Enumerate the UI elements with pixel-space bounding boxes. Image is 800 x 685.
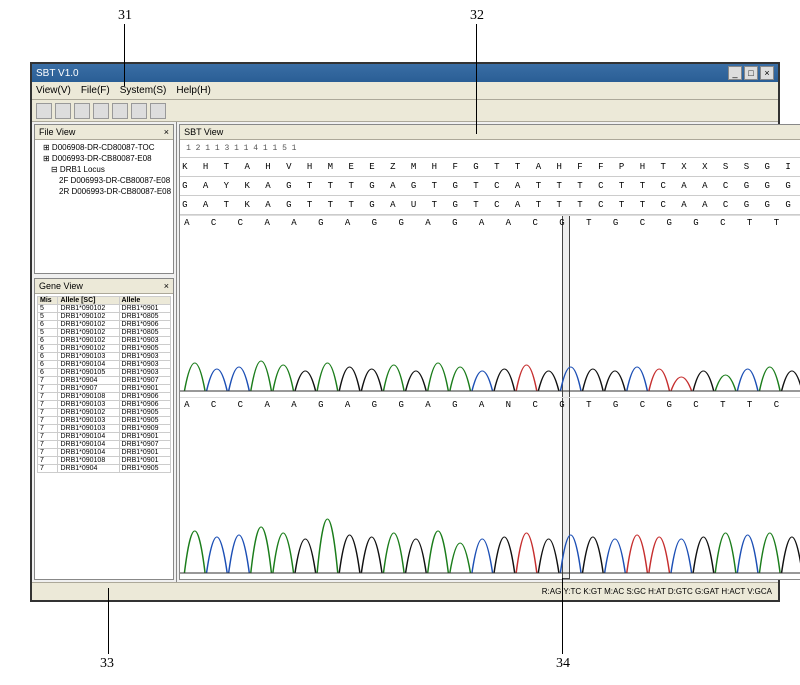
table-row[interactable]: 7DRB1*090102DRB1*0905 — [38, 409, 171, 417]
toolbar — [32, 100, 778, 122]
chrom-reverse-svg — [180, 515, 800, 575]
callout-31: 31 — [118, 8, 132, 24]
table-row[interactable]: 6DRB1*090102DRB1*0903 — [38, 337, 171, 345]
chromatogram-forward[interactable]: A C C A A G A G G A G A A C G T G C G G … — [180, 215, 800, 397]
menu-file[interactable]: File(F) — [81, 85, 110, 96]
table-row[interactable]: 6DRB1*090103DRB1*0903 — [38, 353, 171, 361]
aminoacid-row: K H T A H V H M E E Z M H F G T T A H F … — [180, 158, 800, 177]
table-row[interactable]: 7DRB1*0904DRB1*0905 — [38, 465, 171, 473]
callout-32: 32 — [470, 8, 484, 24]
window-title: SBT V1.0 — [36, 68, 726, 79]
table-row[interactable]: 6DRB1*090105DRB1*0903 — [38, 369, 171, 377]
table-row[interactable]: 7DRB1*090104DRB1*0901 — [38, 449, 171, 457]
menu-system[interactable]: System(S) — [120, 85, 167, 96]
tool-refresh-icon[interactable] — [74, 103, 90, 119]
file-tree[interactable]: ⊞ D006908-DR-CD80087-TOC⊞ D006993-DR-CB8… — [35, 140, 173, 273]
gene-view-panel: Gene View × MisAllele [SC]Allele5DRB1*09… — [34, 278, 174, 580]
table-row[interactable]: 7DRB1*090103DRB1*0905 — [38, 417, 171, 425]
table-row[interactable]: 7DRB1*090103DRB1*0906 — [38, 401, 171, 409]
chromatogram-reverse[interactable]: A C C A A G A G G A G A N C G T G C G C … — [180, 397, 800, 579]
table-row[interactable]: 7DRB1*090103DRB1*0909 — [38, 425, 171, 433]
minimize-button[interactable]: _ — [728, 66, 742, 80]
maximize-button[interactable]: □ — [744, 66, 758, 80]
chromatogram-section[interactable]: A C C A A G A G G A G A A C G T G C G G … — [180, 215, 800, 579]
left-column: File View × ⊞ D006908-DR-CD80087-TOC⊞ D0… — [32, 122, 177, 582]
tool-save-icon[interactable] — [55, 103, 71, 119]
chrom-seq-forward: A C C A A G A G G A G A A C G T G C G G … — [184, 218, 800, 228]
consensus-row-2: G A T K A G T T T G A U T G T C A T T T … — [180, 196, 800, 215]
table-row[interactable]: 7DRB1*0907DRB1*0901 — [38, 385, 171, 393]
callout-line — [108, 588, 109, 654]
table-row[interactable]: 6DRB1*090102DRB1*0905 — [38, 345, 171, 353]
sbt-view-title: SBT View × — [180, 125, 800, 140]
tool-help-icon[interactable] — [150, 103, 166, 119]
consensus-row-1: G A Y K A G T T T G A G T G T C A T T T … — [180, 177, 800, 196]
iupac-legend: R:AG Y:TC K:GT M:AC S:GC H:AT D:GTC G:GA… — [542, 587, 772, 596]
table-row[interactable]: 6DRB1*090104DRB1*0903 — [38, 361, 171, 369]
table-row[interactable]: 5DRB1*090102DRB1*0805 — [38, 313, 171, 321]
sbt-view-label: SBT View — [184, 127, 223, 137]
right-column: SBT View × 1 2 1 1 3 1 1 4 1 1 5 1 K H T… — [177, 122, 800, 582]
menubar: View(V) File(F) System(S) Help(H) — [32, 82, 778, 100]
gene-view-close-icon[interactable]: × — [164, 281, 169, 291]
close-button[interactable]: × — [760, 66, 774, 80]
callout-line — [562, 578, 563, 654]
ruler-text: 1 2 1 1 3 1 1 4 1 1 5 1 — [182, 144, 800, 153]
statusbar: R:AG Y:TC K:GT M:AC S:GC H:AT D:GTC G:GA… — [32, 582, 778, 600]
file-view-label: File View — [39, 127, 75, 137]
tool-print-icon[interactable] — [93, 103, 109, 119]
titlebar[interactable]: SBT V1.0 _ □ × — [32, 64, 778, 82]
tree-item[interactable]: ⊞ D006993-DR-CB80087-E08 — [37, 153, 171, 164]
tree-item[interactable]: 2R D006993-DR-CB80087-E08 — [37, 186, 171, 197]
table-header[interactable]: Allele — [119, 297, 171, 305]
table-row[interactable]: 5DRB1*090102DRB1*0901 — [38, 305, 171, 313]
table-header[interactable]: Allele [SC] — [58, 297, 119, 305]
callout-line — [124, 24, 125, 86]
file-view-close-icon[interactable]: × — [164, 127, 169, 137]
table-header[interactable]: Mis — [38, 297, 58, 305]
table-row[interactable]: 7DRB1*090104DRB1*0907 — [38, 441, 171, 449]
table-row[interactable]: 7DRB1*090108DRB1*0906 — [38, 393, 171, 401]
sbt-view-panel: SBT View × 1 2 1 1 3 1 1 4 1 1 5 1 K H T… — [179, 124, 800, 580]
menu-view[interactable]: View(V) — [36, 85, 71, 96]
menu-help[interactable]: Help(H) — [176, 85, 210, 96]
tool-settings-icon[interactable] — [131, 103, 147, 119]
position-ruler: 1 2 1 1 3 1 1 4 1 1 5 1 — [180, 140, 800, 158]
file-view-title: File View × — [35, 125, 173, 140]
chrom-forward-svg — [180, 333, 800, 393]
tree-item[interactable]: 2F D006993-DR-CB80087-E08 — [37, 175, 171, 186]
table-row[interactable]: 5DRB1*090102DRB1*0805 — [38, 329, 171, 337]
callout-line — [476, 24, 477, 134]
app-window: SBT V1.0 _ □ × View(V) File(F) System(S)… — [30, 62, 780, 602]
tool-open-icon[interactable] — [36, 103, 52, 119]
gene-view-title: Gene View × — [35, 279, 173, 294]
gene-table-body[interactable]: MisAllele [SC]Allele5DRB1*090102DRB1*090… — [35, 294, 173, 579]
tool-zoom-icon[interactable] — [112, 103, 128, 119]
chrom-seq-reverse: A C C A A G A G G A G A N C G T G C G C … — [184, 400, 800, 410]
callout-33: 33 — [100, 656, 114, 672]
gene-table[interactable]: MisAllele [SC]Allele5DRB1*090102DRB1*090… — [37, 296, 171, 473]
gene-view-label: Gene View — [39, 281, 83, 291]
tree-item[interactable]: ⊟ DRB1 Locus — [37, 164, 171, 175]
file-view-panel: File View × ⊞ D006908-DR-CD80087-TOC⊞ D0… — [34, 124, 174, 274]
table-row[interactable]: 6DRB1*090102DRB1*0906 — [38, 321, 171, 329]
callout-34: 34 — [556, 656, 570, 672]
tree-item[interactable]: ⊞ D006908-DR-CD80087-TOC — [37, 142, 171, 153]
table-row[interactable]: 7DRB1*0904DRB1*0907 — [38, 377, 171, 385]
table-row[interactable]: 7DRB1*090108DRB1*0901 — [38, 457, 171, 465]
main-area: File View × ⊞ D006908-DR-CD80087-TOC⊞ D0… — [32, 122, 778, 582]
table-row[interactable]: 7DRB1*090104DRB1*0901 — [38, 433, 171, 441]
